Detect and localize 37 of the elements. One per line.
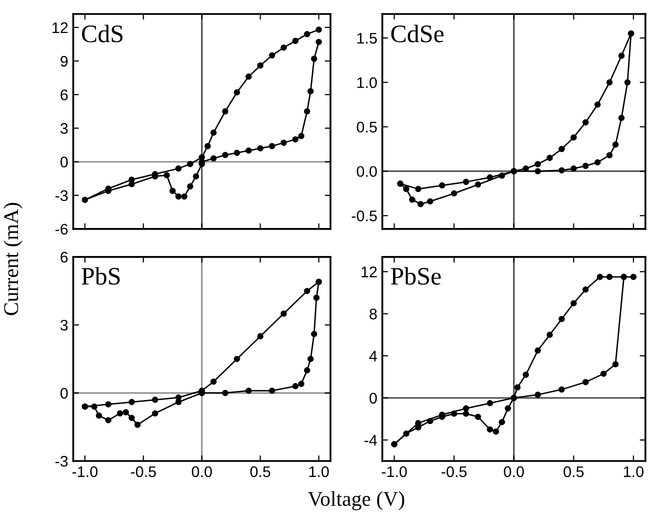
x-axis-title: Voltage (V)	[308, 491, 404, 510]
y-tick-label: 0.5	[356, 122, 377, 132]
y-tick-label: 8	[370, 308, 377, 320]
y-tick-label: 0	[60, 388, 68, 399]
x-tick-label: 1.0	[624, 466, 644, 478]
x-tick-label: 0.0	[504, 466, 524, 478]
x-tick-label: 0.5	[250, 466, 270, 478]
y-tick-label: 4	[369, 350, 378, 362]
y-tick-label: -3	[55, 456, 68, 467]
y-tick-label: -0.5	[352, 210, 377, 222]
y-tick-label: 0.0	[356, 166, 377, 177]
y-tick-label: -6	[55, 224, 68, 235]
y-tick-label: 0	[370, 392, 377, 404]
x-tick-label: 1.0	[309, 466, 329, 478]
x-tick-label: -0.5	[442, 466, 467, 478]
x-tick-label: -1.0	[382, 466, 407, 478]
y-axis-title: Current (mA)	[4, 202, 22, 316]
chart-title: CdS	[82, 24, 122, 42]
y-tick-label: 1.5	[357, 32, 377, 44]
y-tick-label: 12	[52, 22, 68, 33]
chart-title: CdSe	[391, 24, 444, 42]
chart-title: PbS	[82, 267, 120, 285]
x-tick-label: -1.0	[72, 466, 98, 478]
y-tick-label: 6	[60, 252, 68, 263]
y-tick-label: -3	[55, 190, 68, 202]
chart-title: PbSe	[390, 267, 441, 285]
y-tick-label: 6	[60, 89, 68, 100]
y-tick-label: -4	[364, 435, 378, 446]
x-tick-label: 0.0	[192, 466, 212, 478]
x-tick-label: -0.5	[130, 466, 156, 478]
y-tick-label: 9	[60, 56, 68, 67]
y-tick-label: 3	[60, 123, 68, 134]
y-tick-label: 0	[60, 156, 68, 168]
y-tick-label: 1.0	[357, 77, 377, 88]
y-tick-label: 12	[362, 266, 377, 278]
x-tick-label: 0.5	[564, 466, 584, 478]
y-tick-label: 3	[60, 320, 68, 331]
